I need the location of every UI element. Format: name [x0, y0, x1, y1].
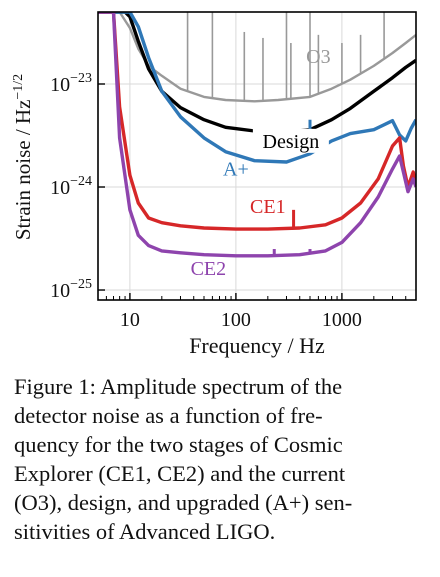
y-tick-label: 10−24: [50, 174, 92, 199]
x-tick-label: 1000: [322, 309, 362, 331]
y-tick-exponent: −25: [70, 277, 92, 292]
y-tick-label: 10−25: [50, 277, 92, 302]
design-label-background: [252, 128, 329, 153]
figure-caption: Figure 1: Amplitude spectrum of the dete…: [14, 372, 428, 546]
series-line-a-: [98, 12, 416, 164]
series-line-ce2: [98, 12, 416, 258]
x-tick-label: 100: [221, 309, 251, 331]
caption-line: Figure 1: Amplitude spectrum of the: [14, 374, 343, 399]
series-label-a-: A+: [223, 158, 249, 180]
caption-line: Explorer (CE1, CE2) and the current: [14, 461, 346, 486]
y-tick-base: 10: [50, 177, 70, 199]
plot-frame: [97, 11, 417, 301]
series-line-design: [98, 12, 416, 134]
y-axis-label-exponent: −1/2: [11, 74, 26, 100]
series-line-o3: [98, 12, 416, 103]
y-tick-exponent: −24: [70, 174, 92, 189]
series-label-o3: O3: [306, 46, 330, 68]
caption-line: quency for the two stages of Cosmic: [14, 432, 343, 457]
caption-line: sitivities of Advanced LIGO.: [14, 519, 276, 544]
series-label-ce1: CE1: [250, 196, 286, 218]
caption-line: (O3), design, and upgraded (A+) sen-: [14, 490, 353, 515]
y-tick-base: 10: [50, 280, 70, 302]
y-tick-base: 10: [50, 74, 70, 96]
caption-line: detector noise as a function of fre-: [14, 403, 323, 428]
y-axis-label-text: Strain noise / Hz: [11, 100, 35, 241]
y-tick-label: 10−23: [50, 71, 92, 96]
x-axis-label: Frequency / Hz: [189, 333, 325, 358]
y-tick-exponent: −23: [70, 71, 92, 86]
series-label-design: Design: [263, 131, 320, 153]
series-annotations: O3 Design A+CE1 CE2: [191, 46, 331, 280]
y-axis-label: Strain noise / Hz−1/2: [11, 74, 35, 240]
x-tick-label: 10: [120, 309, 140, 331]
series-label-ce2: CE2: [191, 258, 227, 280]
series-line-ce1: [98, 12, 416, 231]
